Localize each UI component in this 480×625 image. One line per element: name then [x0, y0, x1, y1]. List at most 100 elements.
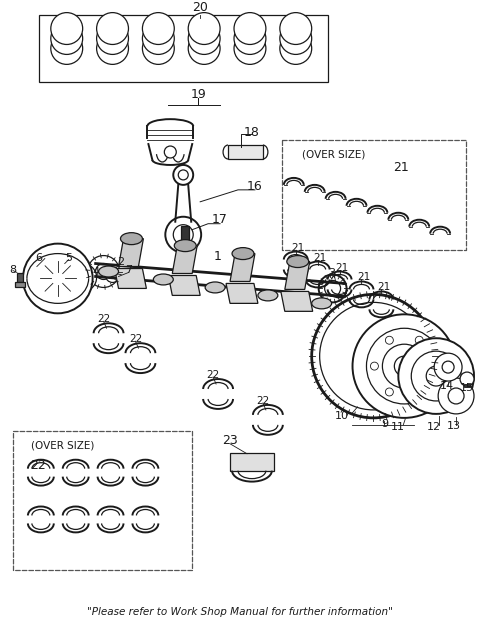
Circle shape: [415, 388, 423, 396]
Bar: [228, 145, 263, 159]
Circle shape: [51, 22, 83, 54]
Text: 18: 18: [244, 126, 260, 139]
Bar: [230, 452, 274, 471]
Text: 12: 12: [427, 422, 441, 432]
Text: 14: 14: [440, 381, 454, 391]
Circle shape: [188, 22, 220, 54]
Text: 4: 4: [92, 266, 99, 276]
Text: 20: 20: [192, 1, 208, 14]
Circle shape: [143, 12, 174, 44]
Ellipse shape: [174, 239, 196, 252]
Ellipse shape: [205, 282, 225, 293]
Circle shape: [385, 336, 393, 344]
Circle shape: [383, 344, 426, 388]
Text: 16: 16: [247, 181, 263, 193]
Polygon shape: [115, 269, 146, 288]
Circle shape: [143, 32, 174, 64]
Circle shape: [96, 32, 129, 64]
Ellipse shape: [120, 232, 143, 244]
Circle shape: [426, 366, 446, 386]
Circle shape: [234, 32, 266, 64]
Circle shape: [51, 12, 83, 44]
Circle shape: [352, 314, 456, 418]
Circle shape: [448, 388, 464, 404]
Circle shape: [30, 251, 85, 306]
Text: 5: 5: [65, 253, 72, 262]
Circle shape: [385, 388, 393, 396]
Circle shape: [188, 32, 220, 64]
Circle shape: [173, 165, 193, 185]
Circle shape: [415, 336, 423, 344]
Circle shape: [371, 362, 378, 370]
Text: 17: 17: [212, 213, 228, 226]
Circle shape: [143, 22, 174, 54]
Circle shape: [395, 356, 414, 376]
Text: 21: 21: [377, 282, 390, 292]
Text: 9: 9: [381, 419, 388, 429]
Circle shape: [411, 351, 461, 401]
Circle shape: [40, 261, 76, 296]
Ellipse shape: [98, 266, 119, 277]
Ellipse shape: [232, 248, 254, 259]
Circle shape: [320, 302, 427, 410]
Bar: [39, 14, 328, 83]
Circle shape: [165, 217, 201, 252]
Ellipse shape: [312, 298, 332, 309]
Text: 7: 7: [125, 264, 132, 274]
Text: 22: 22: [97, 314, 110, 324]
Text: 21: 21: [394, 161, 409, 174]
Polygon shape: [281, 291, 312, 311]
Text: 13: 13: [447, 421, 461, 431]
Text: 8: 8: [10, 264, 16, 274]
Bar: [15, 282, 25, 288]
Circle shape: [280, 32, 312, 64]
Text: 22: 22: [30, 459, 46, 472]
Polygon shape: [119, 239, 144, 266]
Text: 21: 21: [313, 253, 326, 262]
Text: (OVER SIZE): (OVER SIZE): [302, 149, 365, 159]
Text: 19: 19: [190, 88, 206, 101]
Circle shape: [460, 372, 474, 386]
Circle shape: [319, 274, 347, 302]
Ellipse shape: [154, 274, 173, 285]
Circle shape: [312, 294, 435, 418]
Text: 6: 6: [36, 253, 42, 262]
Text: 22: 22: [129, 334, 142, 344]
Circle shape: [51, 32, 83, 64]
Text: 23: 23: [222, 434, 238, 447]
Circle shape: [96, 264, 111, 279]
Circle shape: [434, 353, 462, 381]
Circle shape: [442, 361, 454, 373]
Circle shape: [96, 22, 129, 54]
Circle shape: [280, 22, 312, 54]
Circle shape: [173, 225, 193, 244]
Circle shape: [77, 271, 89, 284]
Polygon shape: [168, 276, 200, 296]
Circle shape: [324, 281, 341, 296]
Text: 11: 11: [390, 422, 404, 432]
Bar: [17, 272, 23, 282]
Circle shape: [96, 12, 129, 44]
Text: (OVER SIZE): (OVER SIZE): [31, 441, 95, 451]
Text: 1: 1: [214, 250, 222, 263]
Polygon shape: [226, 284, 258, 303]
Circle shape: [234, 12, 266, 44]
Bar: [179, 244, 191, 249]
Text: 21: 21: [357, 272, 370, 282]
Circle shape: [280, 12, 312, 44]
Polygon shape: [285, 261, 310, 289]
Circle shape: [188, 12, 220, 44]
Circle shape: [106, 269, 120, 282]
Text: "Please refer to Work Shop Manual for further information": "Please refer to Work Shop Manual for fu…: [87, 607, 393, 617]
Circle shape: [23, 244, 93, 313]
Polygon shape: [230, 254, 255, 281]
Text: 10: 10: [335, 411, 348, 421]
Ellipse shape: [287, 256, 309, 268]
Text: 21: 21: [335, 262, 348, 272]
Circle shape: [164, 146, 176, 158]
Circle shape: [69, 264, 96, 291]
Circle shape: [51, 271, 65, 286]
Bar: [464, 384, 470, 387]
Text: 15: 15: [460, 383, 474, 393]
Circle shape: [178, 170, 188, 180]
